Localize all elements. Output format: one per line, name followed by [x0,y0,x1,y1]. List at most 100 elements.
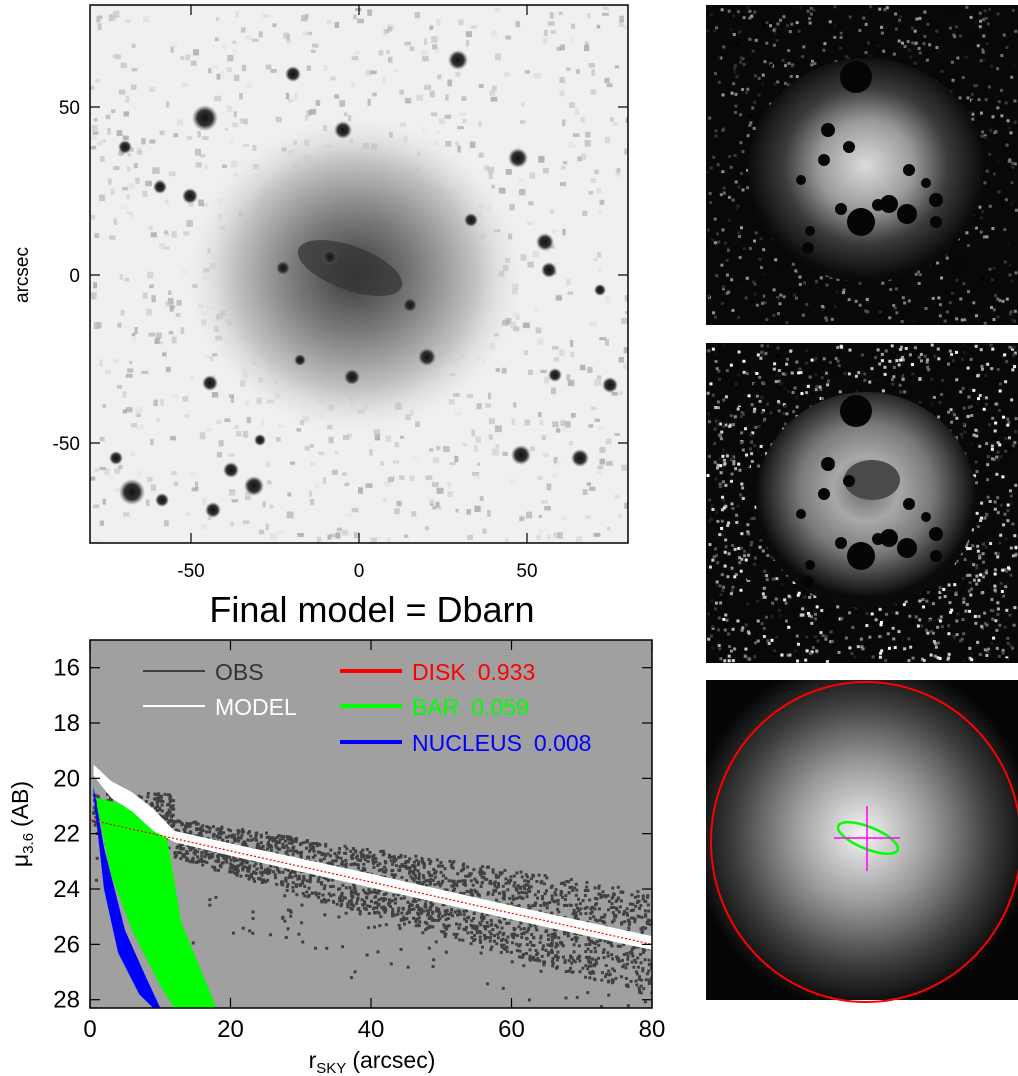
legend-bar-label: BAR 0.059 [412,694,529,720]
obs-point [249,834,253,838]
obs-point [611,894,615,898]
obs-point [200,851,204,855]
nucleus-name: NUCLEUS [412,730,522,756]
obs-point [517,904,521,908]
noise-speck [476,403,482,410]
obs-point [418,920,422,924]
noise-pixel [763,23,767,27]
obs-point [286,853,290,857]
noise-pixel [1004,537,1008,541]
noise-pixel [979,19,983,23]
obs-point [338,899,342,903]
noise-pixel [1010,279,1014,283]
obs-point [253,879,257,883]
noise-speck [606,526,611,531]
noise-pixel [1003,260,1007,264]
obs-point [399,917,403,921]
obs-point [471,883,475,887]
obs-point [443,867,447,871]
noise-speck [570,102,576,108]
obs-point [191,856,195,860]
noise-speck [258,529,265,535]
obs-point [543,874,547,878]
obs-point [217,832,221,836]
obs-point [553,936,557,940]
noise-speck [204,164,209,169]
noise-pixel [748,246,752,250]
obs-point [617,959,621,963]
noise-pixel [1008,263,1012,267]
obs-point [478,938,482,942]
noise-speck [239,92,243,100]
obs-point [374,860,378,864]
obs-point [465,889,469,893]
noise-pixel [858,281,862,285]
noise-pixel [802,45,806,49]
obs-point [196,855,200,859]
obs-point [641,926,645,930]
obs-point [345,847,349,851]
noise-speck [590,89,596,95]
noise-pixel [1004,198,1008,202]
noise-speck [559,77,565,83]
noise-pixel [799,371,803,375]
obs-point [261,844,265,848]
obs-point [173,855,177,859]
noise-pixel [787,61,791,65]
obs-point [164,817,168,821]
obs-point [298,883,302,887]
noise-pixel [958,262,962,266]
obs-point [402,915,406,919]
obs-point [277,870,281,874]
obs-point [348,886,352,890]
noise-pixel [787,594,791,598]
obs-point [607,899,611,903]
noise-speck [606,83,613,88]
noise-pixel [753,239,757,243]
noise-speck [323,476,327,484]
top-ytick-label: -50 [53,434,80,455]
obs-point [245,861,249,865]
obs-point [545,906,549,910]
noise-pixel [913,61,917,65]
obs-point [215,834,219,838]
noise-speck [169,305,176,309]
noise-speck [582,210,588,217]
noise-speck [167,297,174,305]
noise-pixel [734,92,738,96]
x-axis-unit: (arcsec) [352,1047,435,1073]
obs-point [554,893,558,897]
noise-pixel [865,297,869,301]
obs-point [181,847,185,851]
star [322,249,338,265]
obs-point [585,905,589,909]
noise-speck [365,483,373,488]
noise-speck [487,509,491,517]
obs-point [301,881,305,885]
noise-speck [112,11,120,18]
obs-point [589,907,593,911]
obs-point [479,872,483,876]
noise-pixel [948,301,952,305]
obs-point [541,947,545,951]
obs-point [643,948,647,952]
obs-point [251,910,255,914]
obs-point [506,888,510,892]
obs-point [484,927,488,931]
noise-speck [251,38,259,42]
noise-pixel [730,91,734,95]
obs-point [417,872,421,876]
noise-pixel [775,38,779,42]
noise-speck [245,492,252,498]
noise-pixel [1010,318,1014,322]
noise-pixel [1013,606,1017,610]
noise-pixel [978,11,982,15]
noise-pixel [746,134,750,138]
obs-point [258,871,262,875]
noise-pixel [947,362,951,366]
obs-point [548,943,552,947]
obs-point [551,964,555,968]
noise-pixel [732,654,736,658]
noise-speck [118,89,126,95]
obs-point [349,899,353,903]
